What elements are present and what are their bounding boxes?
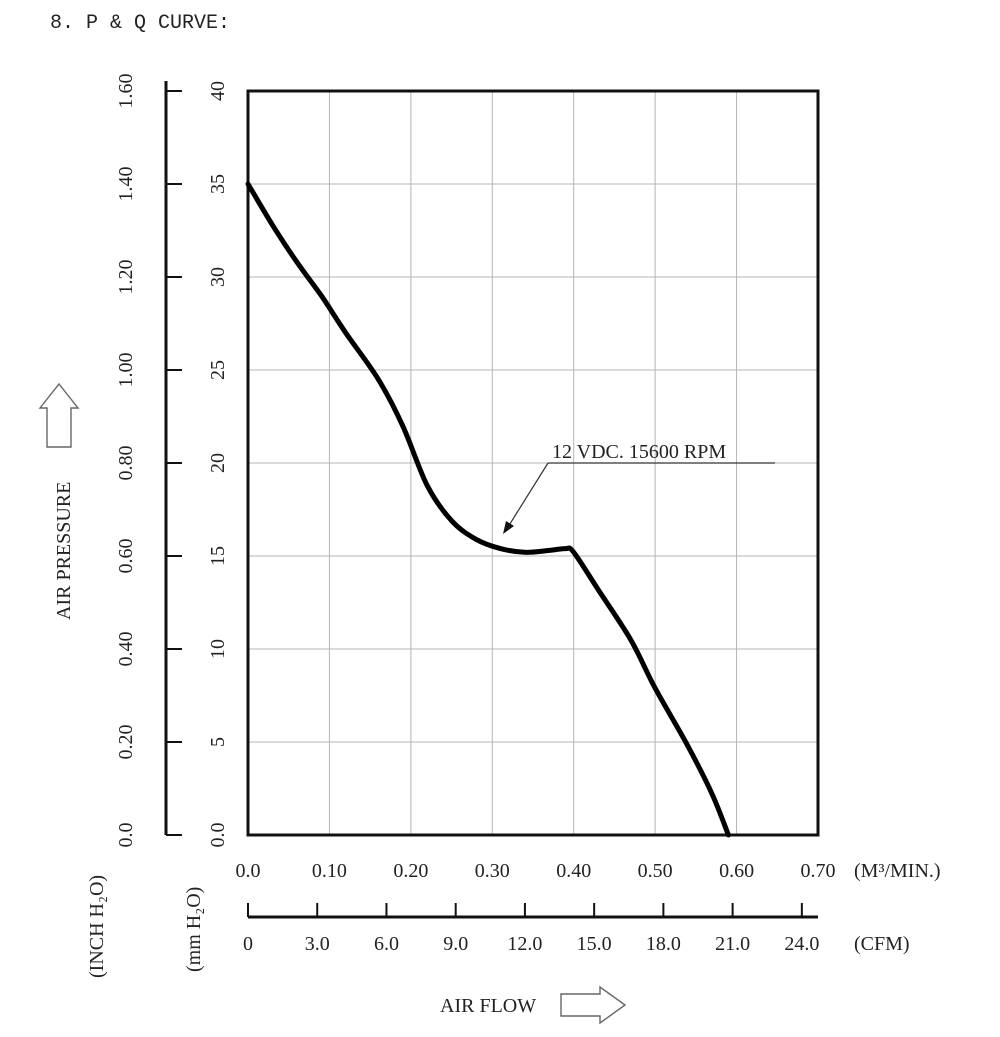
x-tick-label-m3: 0.70 — [801, 860, 836, 882]
x-tick-label-cfm: 3.0 — [305, 933, 330, 955]
y-tick-labels: 0.0 5 10 15 20 25 30 35 40 0.0 0.20 0.40 0.60 0.80 1.0… — [115, 74, 229, 848]
series-annotation: 12 VDC. 15600 RPM — [552, 441, 726, 463]
y-tick-label-mm: 0.0 — [207, 823, 229, 848]
m3-unit-label: (M³/MIN.) — [854, 860, 941, 882]
right-arrow-icon — [560, 985, 627, 1025]
annotation-leader — [507, 462, 549, 528]
y-tick-label-inch: 0.20 — [115, 725, 137, 760]
x-tick-labels: 0.0 0.10 0.20 0.30 0.40 0.50 0.60 0.70 0 3.0 6.0 9.… — [236, 860, 836, 955]
y-tick-label-mm: 10 — [207, 639, 229, 659]
series-group — [245, 181, 731, 838]
y-tick-label-inch: 1.20 — [115, 260, 137, 295]
plot-frame — [246, 89, 820, 837]
mm-unit-label: (mm H₂O) — [183, 887, 205, 972]
y-tick-label-mm: 15 — [207, 546, 229, 566]
y-tick-label-mm: 5 — [207, 737, 229, 747]
y-tick-label-mm: 25 — [207, 360, 229, 380]
x-tick-label-cfm: 21.0 — [715, 933, 750, 955]
y-tick-label-mm: 40 — [207, 81, 229, 101]
y-tick-label-inch: 0.40 — [115, 632, 137, 667]
x-axis-title: AIR FLOW — [440, 995, 536, 1017]
y-tick-label-inch: 1.60 — [115, 74, 137, 109]
x-tick-label-cfm: 12.0 — [507, 933, 542, 955]
y-tick-label-inch: 1.40 — [115, 167, 137, 202]
x-tick-label-m3: 0.10 — [312, 860, 347, 882]
y-axis-title: AIR PRESSURE — [53, 482, 75, 620]
y-tick-label-inch: 0.80 — [115, 446, 137, 481]
x-tick-label-m3: 0.20 — [393, 860, 428, 882]
x-tick-label-cfm: 15.0 — [577, 933, 612, 955]
axis-titles: AIR PRESSURE (INCH H₂O) (mm H₂O) (M³/MIN… — [38, 382, 941, 1025]
series-line — [245, 181, 731, 838]
axis-ticks — [166, 90, 803, 917]
x-tick-label-cfm: 0 — [243, 933, 253, 955]
annotation-arrowhead — [503, 521, 514, 534]
x-tick-label-cfm: 24.0 — [784, 933, 819, 955]
y-tick-label-mm: 20 — [207, 453, 229, 473]
x-tick-label-cfm: 6.0 — [374, 933, 399, 955]
x-tick-label-m3: 0.40 — [556, 860, 591, 882]
annotation-group: 12 VDC. 15600 RPM — [503, 441, 775, 534]
x-tick-label-m3: 0.60 — [719, 860, 754, 882]
x-tick-label-cfm: 9.0 — [443, 933, 468, 955]
x-tick-label-m3: 0.0 — [236, 860, 261, 882]
y-tick-label-inch: 0.60 — [115, 539, 137, 574]
y-tick-label-inch: 1.00 — [115, 353, 137, 388]
up-arrow-icon — [38, 382, 80, 448]
inch-unit-label: (INCH H₂O) — [86, 875, 108, 978]
x-tick-label-cfm: 18.0 — [646, 933, 681, 955]
y-tick-label-mm: 35 — [207, 174, 229, 194]
cfm-unit-label: (CFM) — [854, 933, 910, 955]
y-tick-label-mm: 30 — [207, 267, 229, 287]
x-tick-label-m3: 0.50 — [638, 860, 673, 882]
page-title: 8. P & Q CURVE: — [50, 12, 230, 35]
x-tick-label-m3: 0.30 — [475, 860, 510, 882]
y-tick-label-inch: 0.0 — [115, 823, 137, 848]
